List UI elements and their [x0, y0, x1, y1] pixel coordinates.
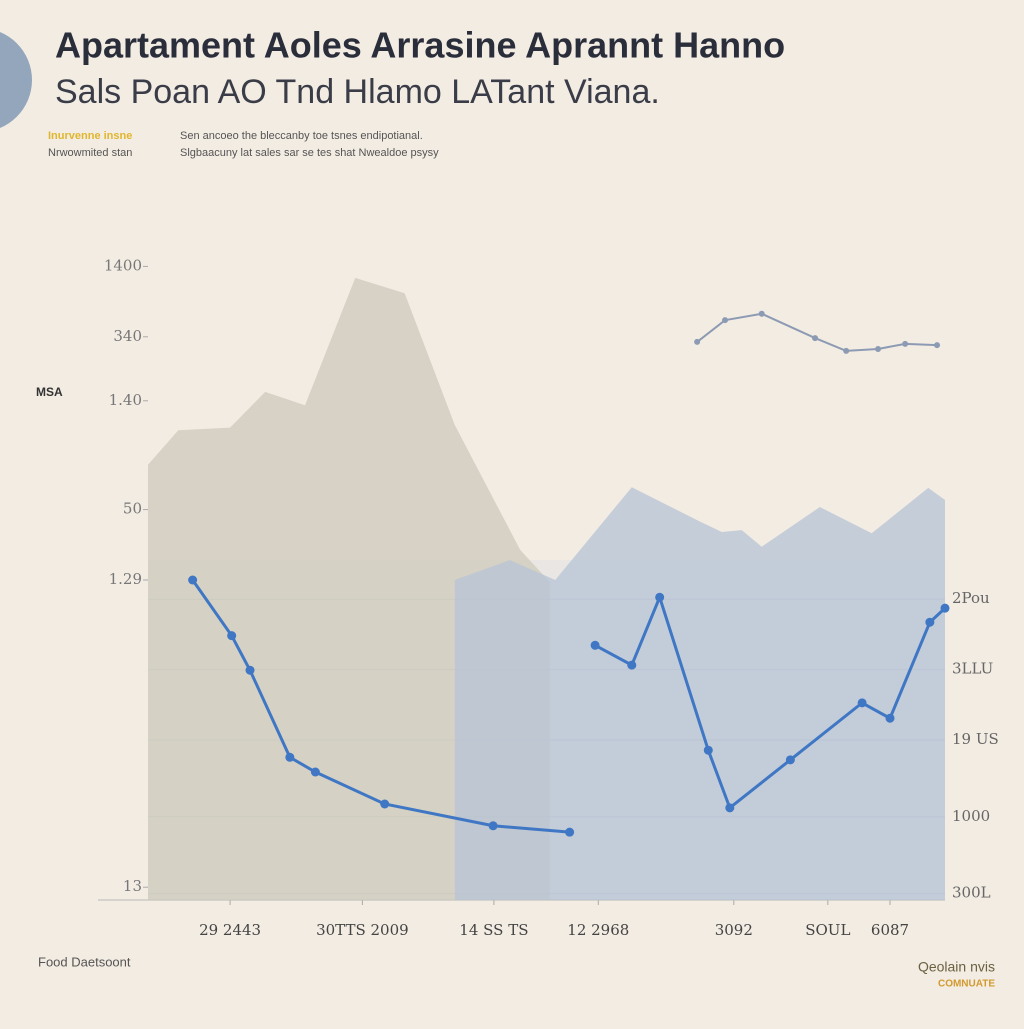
decor-circle — [0, 32, 32, 128]
x-tick-label: 12 2968 — [567, 921, 629, 939]
point — [285, 752, 295, 762]
x-tick-label: 14 SS TS — [459, 921, 528, 939]
y2-tick-label: 1000 — [952, 807, 990, 825]
x-tick-label: 3092 — [715, 921, 753, 939]
area — [148, 277, 550, 900]
y-tick-label: 1.40 — [109, 391, 142, 409]
y-tick-label: 13 — [123, 877, 142, 895]
point — [703, 745, 713, 755]
note: Slgbaacuny lat sales sar se tes shat Nwe… — [180, 147, 439, 159]
point — [758, 310, 765, 317]
point — [785, 755, 795, 765]
point — [565, 827, 575, 837]
point — [725, 803, 735, 813]
x-tick-label: 6087 — [871, 921, 909, 939]
point — [885, 713, 895, 723]
point — [812, 335, 819, 342]
x-tick-label: 29 2443 — [199, 921, 261, 939]
point — [188, 575, 198, 585]
y-tick-label: 340 — [113, 327, 142, 345]
point — [843, 347, 850, 354]
chart-subtitle: Sals Poan AO Tnd Hlamo LATant Viana. — [55, 73, 660, 111]
point — [227, 631, 237, 641]
point — [875, 345, 882, 352]
chart-title: Apartament Aoles Arrasine Aprannt Hanno — [55, 25, 785, 66]
legend-text: COMNUATE — [938, 979, 995, 990]
footer: Food Daetsoont — [38, 954, 131, 969]
point — [902, 340, 909, 347]
area — [454, 487, 945, 900]
y-axis-label: MSA — [36, 385, 63, 399]
point — [245, 665, 255, 675]
note: Nrwowmited stan — [48, 147, 132, 159]
y2-tick-label: 300L — [952, 884, 991, 902]
x-tick-label: 30TTS 2009 — [316, 921, 409, 939]
y2-tick-label: 3LLU — [952, 660, 993, 678]
point — [590, 640, 600, 650]
point — [380, 799, 390, 809]
y-tick-label: 1400 — [104, 256, 142, 274]
y-tick-label: 50 — [123, 500, 142, 518]
point — [857, 698, 867, 708]
point — [722, 317, 729, 324]
line — [696, 312, 938, 352]
note: Inurvenne insne — [48, 130, 132, 142]
x-tick-label: SOUL — [805, 921, 850, 939]
y-tick-label: 1.29 — [109, 570, 142, 588]
line — [191, 579, 947, 834]
point — [627, 660, 637, 670]
point — [694, 338, 701, 345]
point — [310, 767, 320, 777]
legend-text: Qeolain nvis — [918, 959, 995, 975]
point — [934, 342, 941, 349]
y2-tick-label: 2Pou — [952, 589, 990, 607]
point — [940, 603, 950, 613]
note: Sen ancoeo the bleccanby toe tsnes endip… — [180, 130, 423, 142]
point — [925, 617, 935, 627]
point — [488, 821, 498, 831]
y2-tick-label: 19 US — [952, 730, 999, 748]
point — [655, 592, 665, 602]
